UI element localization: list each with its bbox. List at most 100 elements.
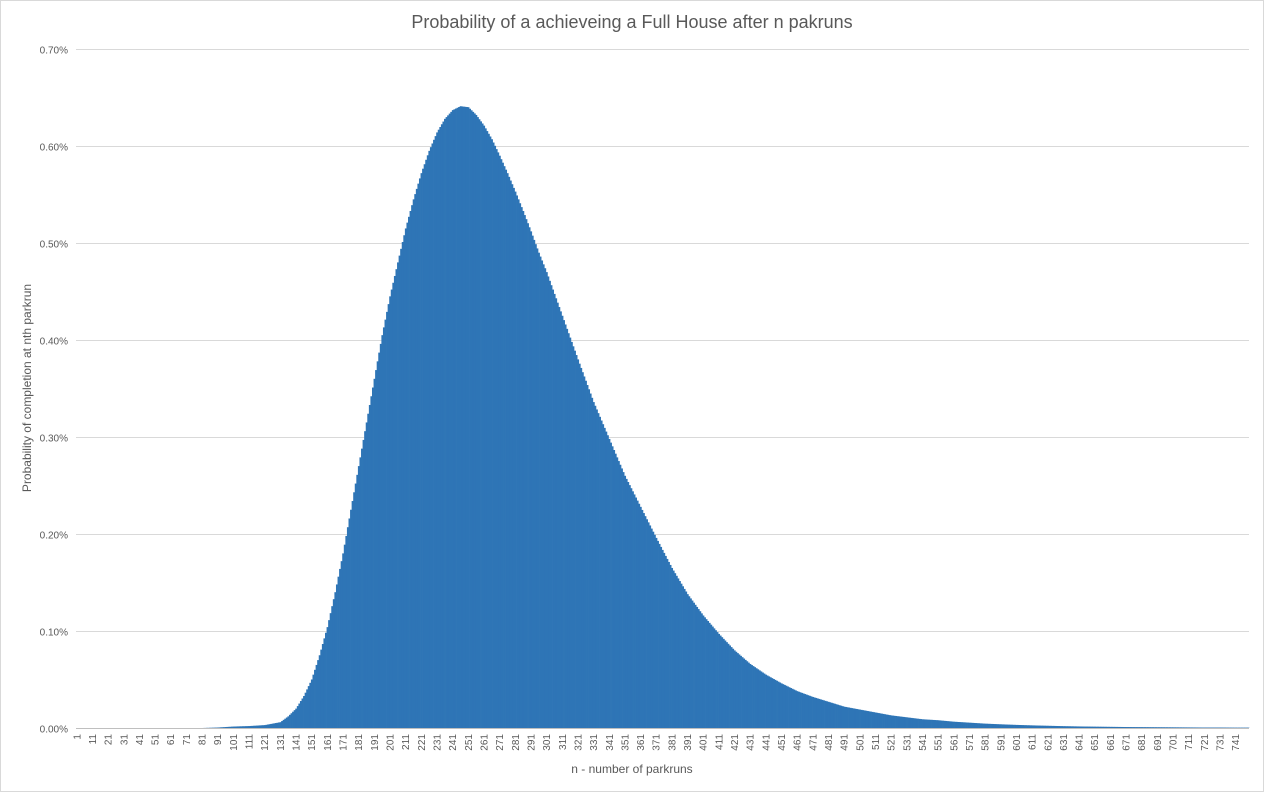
bar: [827, 701, 830, 728]
bar: [1061, 726, 1063, 728]
bar: [899, 716, 902, 728]
x-tick-label: 741: [1231, 734, 1242, 751]
x-tick-label: 311: [558, 734, 569, 750]
bar: [473, 113, 476, 728]
bar: [1039, 725, 1042, 728]
x-tick-label: 671: [1122, 734, 1133, 751]
bar: [555, 298, 558, 728]
bar: [494, 145, 497, 728]
bar: [538, 252, 540, 728]
bar: [1101, 726, 1104, 728]
bar: [721, 637, 724, 728]
x-tick-label: 31: [119, 734, 130, 746]
bar: [622, 472, 625, 728]
bar: [603, 427, 606, 728]
bar: [495, 149, 498, 729]
x-tick-label: 571: [965, 734, 976, 751]
bar: [804, 694, 807, 728]
bar: [334, 592, 337, 728]
bar: [907, 717, 910, 728]
bar: [552, 289, 555, 728]
bar: [704, 617, 706, 728]
x-tick-label: 11: [88, 734, 99, 745]
bar: [1194, 727, 1197, 728]
bar: [694, 604, 697, 728]
x-tick-label: 201: [386, 734, 397, 751]
bar: [520, 207, 523, 729]
bar: [733, 650, 736, 728]
bar: [1151, 727, 1154, 728]
x-tick-label: 601: [1012, 734, 1023, 751]
bar: [312, 674, 315, 728]
bar: [220, 727, 222, 728]
x-tick-label: 481: [824, 734, 835, 751]
bar: [296, 706, 299, 728]
bar: [1167, 727, 1170, 728]
bar: [1115, 726, 1118, 728]
bar: [292, 711, 295, 728]
bar: [403, 235, 406, 729]
bar: [808, 695, 811, 728]
bar: [285, 717, 288, 728]
bar: [774, 679, 777, 728]
bar: [234, 726, 237, 728]
bar: [625, 478, 628, 728]
bar: [660, 546, 663, 728]
bar: [287, 716, 290, 728]
bar: [642, 513, 645, 728]
bar: [528, 227, 531, 729]
bar: [956, 721, 959, 728]
bar-series: [202, 106, 1250, 729]
bar: [567, 333, 570, 728]
bar: [785, 685, 788, 728]
bar: [865, 710, 868, 728]
bar: [685, 591, 688, 728]
bar: [923, 719, 926, 728]
bar: [411, 205, 414, 729]
bar: [412, 199, 415, 729]
bar: [871, 711, 874, 728]
bar: [273, 723, 276, 728]
bar: [1064, 726, 1067, 728]
bar: [550, 285, 553, 728]
bar: [776, 680, 778, 728]
bar: [426, 155, 429, 728]
x-tick-label: 641: [1075, 734, 1086, 751]
bar: [874, 712, 877, 728]
bar: [588, 389, 591, 728]
bar: [484, 128, 487, 729]
bar: [600, 420, 603, 728]
bar: [362, 439, 365, 728]
bar: [307, 686, 310, 728]
bar: [658, 543, 661, 728]
bar: [257, 725, 260, 728]
bar: [765, 674, 767, 728]
x-tick-label: 131: [276, 734, 287, 751]
bar: [722, 638, 725, 728]
bar: [1006, 724, 1009, 728]
bar: [749, 663, 752, 728]
bar: [337, 576, 340, 728]
bar: [666, 558, 669, 728]
bar: [754, 667, 757, 728]
bar: [725, 642, 728, 728]
bar: [1093, 726, 1096, 728]
bar: [644, 516, 647, 728]
bar: [417, 183, 420, 728]
bar: [963, 722, 966, 728]
x-tick-label: 631: [1059, 734, 1070, 751]
x-tick-label: 171: [339, 734, 350, 751]
bar: [1067, 726, 1070, 728]
bar: [987, 723, 990, 728]
x-tick-label: 1: [72, 734, 83, 740]
bar: [1137, 727, 1140, 728]
x-tick-label: 121: [260, 734, 271, 751]
bar: [973, 722, 976, 728]
bar: [1014, 724, 1017, 728]
bar: [379, 343, 382, 728]
bar: [245, 726, 248, 728]
bar: [801, 692, 804, 728]
bar: [902, 716, 905, 728]
bar: [384, 319, 387, 728]
bar: [281, 721, 284, 728]
